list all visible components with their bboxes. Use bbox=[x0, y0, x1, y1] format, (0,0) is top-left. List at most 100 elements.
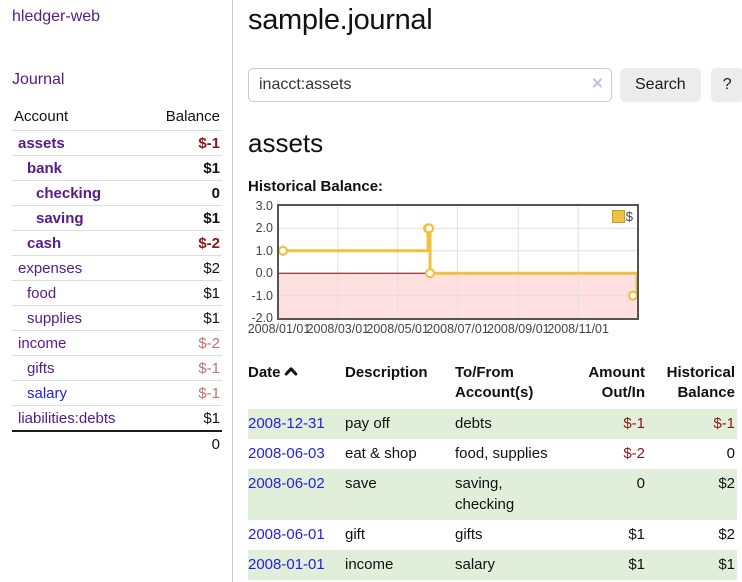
search-input[interactable] bbox=[248, 68, 612, 102]
account-row: salary $-1 bbox=[12, 380, 222, 406]
accounts-total-row: 0 bbox=[12, 431, 222, 456]
chart-x-axis: 2008/01/01 2008/03/01 2008/05/01 2008/07/01… bbox=[248, 322, 742, 339]
account-row: assets $-1 bbox=[12, 130, 222, 156]
transaction-balance: $1 bbox=[718, 555, 735, 573]
sidebar-account-link[interactable]: supplies bbox=[27, 310, 83, 327]
sidebar-account-balance: $-1 bbox=[198, 385, 220, 402]
account-name-cell: income bbox=[12, 331, 146, 356]
account-heading: assets bbox=[248, 128, 324, 158]
account-name-cell: liabilities:debts bbox=[12, 406, 146, 432]
account-row: expenses $2 bbox=[12, 255, 222, 281]
register-header-description: Description bbox=[345, 364, 428, 381]
chart-legend: $ bbox=[609, 208, 635, 225]
sidebar-account-balance: $1 bbox=[203, 310, 220, 327]
transaction-accounts: debts bbox=[455, 414, 492, 432]
sidebar-account-link[interactable]: cash bbox=[27, 235, 62, 252]
table-row: 2008-01-01 income salary $1 $1 bbox=[248, 549, 737, 580]
sidebar-account-link[interactable]: salary bbox=[27, 385, 68, 402]
sidebar: hledger-web Journal Account Balance asse… bbox=[0, 0, 233, 582]
data-point-marker bbox=[424, 268, 436, 279]
clear-search-icon[interactable]: × bbox=[591, 73, 603, 95]
main-content: sample.journal × Search ? assets Histori… bbox=[233, 0, 742, 582]
accounts-header-account: Account bbox=[14, 108, 69, 125]
account-name-cell: saving bbox=[12, 206, 146, 231]
transaction-date-link[interactable]: 2008-01-01 bbox=[248, 555, 325, 573]
search-button[interactable]: Search bbox=[620, 68, 701, 102]
sidebar-account-link[interactable]: saving bbox=[36, 210, 84, 227]
data-point-marker bbox=[423, 223, 435, 234]
account-name-cell: assets bbox=[12, 131, 146, 156]
register-header-date[interactable]: Date bbox=[248, 362, 345, 409]
table-row: 2008-06-01 gift gifts $1 $2 bbox=[248, 520, 737, 550]
transaction-balance: $-1 bbox=[713, 414, 735, 432]
sidebar-account-balance: $2 bbox=[203, 260, 220, 277]
transaction-description: eat & shop bbox=[345, 444, 417, 462]
sidebar-account-link[interactable]: liabilities:debts bbox=[18, 410, 116, 427]
transaction-amount: 0 bbox=[636, 474, 645, 492]
data-point-marker bbox=[279, 245, 289, 256]
transaction-date-link[interactable]: 2008-06-02 bbox=[248, 474, 325, 492]
sidebar-account-balance: $1 bbox=[203, 285, 220, 302]
sidebar-item-journal[interactable]: Journal bbox=[12, 71, 65, 88]
account-row: income $-2 bbox=[12, 330, 222, 356]
app-title-link[interactable]: hledger-web bbox=[12, 8, 101, 25]
sidebar-account-link[interactable]: assets bbox=[18, 135, 65, 152]
transaction-date-link[interactable]: 2008-06-01 bbox=[248, 525, 325, 543]
series-legend-label: $ bbox=[625, 209, 633, 224]
accounts-table: Account Balance assets $-1 bank $1 checking 0… bbox=[12, 106, 222, 456]
register-header-date-label: Date bbox=[248, 364, 281, 381]
y-tick-label: -2.0 bbox=[251, 311, 273, 325]
account-row: checking 0 bbox=[12, 180, 222, 206]
chart-label: Historical Balance: bbox=[248, 178, 384, 195]
account-name-cell: gifts bbox=[12, 356, 146, 381]
help-button[interactable]: ? bbox=[710, 68, 742, 102]
register-header-amount: Amount Out/In bbox=[588, 364, 645, 402]
sidebar-account-link[interactable]: bank bbox=[27, 160, 63, 177]
accounts-total-value: 0 bbox=[211, 436, 220, 453]
sidebar-account-balance: $1 bbox=[203, 410, 220, 427]
sidebar-account-link[interactable]: food bbox=[27, 285, 57, 302]
data-point-marker bbox=[627, 290, 637, 301]
transaction-date-cell: 2008-06-01 bbox=[248, 520, 345, 550]
chart-plot-area: $ bbox=[277, 204, 639, 320]
transaction-date-cell: 2008-01-01 bbox=[248, 550, 345, 580]
sidebar-account-link[interactable]: expenses bbox=[18, 260, 83, 277]
transaction-date-cell: 2008-12-31 bbox=[248, 409, 345, 439]
search-box: × bbox=[248, 68, 612, 102]
sidebar-account-balance: $-1 bbox=[198, 360, 220, 377]
transaction-amount: $1 bbox=[628, 525, 645, 543]
x-tick-label: 2008/01/01 bbox=[247, 322, 311, 336]
account-name-cell: cash bbox=[12, 231, 146, 256]
table-row: 2008-06-03 eat & shop food, supplies $-2 0 bbox=[248, 439, 737, 469]
account-row: gifts $-1 bbox=[12, 355, 222, 381]
y-tick-label: 2.0 bbox=[255, 221, 273, 236]
accounts-total-spacer bbox=[12, 431, 146, 456]
page-title: sample.journal bbox=[248, 4, 433, 36]
x-tick-label: 2008/05/01 bbox=[366, 322, 429, 336]
transaction-balance: 0 bbox=[726, 444, 735, 462]
sidebar-account-balance: $1 bbox=[203, 160, 220, 177]
transaction-date-cell: 2008-06-02 bbox=[248, 469, 345, 520]
register-header-account: To/From Account(s) bbox=[455, 364, 534, 402]
x-tick-label: 2008/09/01 bbox=[487, 322, 550, 336]
transaction-date-link[interactable]: 2008-12-31 bbox=[248, 414, 325, 432]
chart-canvas bbox=[279, 206, 637, 318]
transaction-description: save bbox=[345, 474, 377, 492]
account-name-cell: food bbox=[12, 281, 146, 306]
transaction-amount: $-1 bbox=[623, 414, 645, 432]
transaction-accounts: salary bbox=[455, 555, 496, 573]
sidebar-account-link[interactable]: gifts bbox=[27, 360, 55, 377]
account-row: supplies $1 bbox=[12, 305, 222, 331]
sidebar-account-balance: $-1 bbox=[198, 135, 220, 152]
transaction-description: income bbox=[345, 555, 394, 573]
y-tick-label: -1.0 bbox=[251, 288, 273, 303]
search-form: × Search ? bbox=[248, 68, 742, 102]
y-tick-label: 1.0 bbox=[255, 243, 273, 258]
sidebar-account-link[interactable]: checking bbox=[36, 185, 102, 202]
y-tick-label: 0.0 bbox=[255, 266, 273, 281]
y-tick-label: 3.0 bbox=[255, 199, 273, 213]
chart-y-axis: 3.0 2.0 1.0 0.0 -1.0 -2.0 bbox=[248, 200, 277, 325]
transaction-accounts: food, supplies bbox=[455, 444, 548, 462]
sidebar-account-link[interactable]: income bbox=[18, 335, 67, 352]
transaction-date-link[interactable]: 2008-06-03 bbox=[248, 444, 325, 462]
